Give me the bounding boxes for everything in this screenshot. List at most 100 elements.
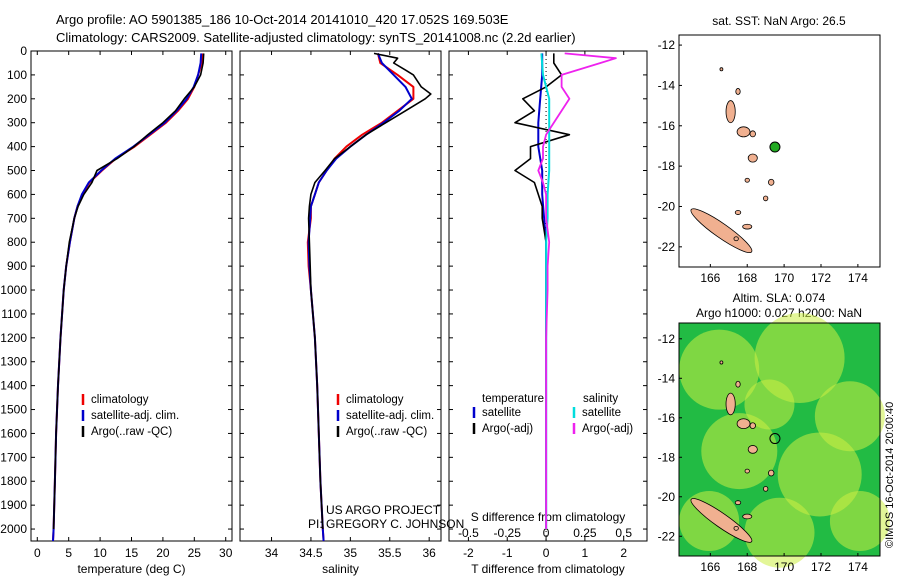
sla-map-ytick-label: -22 bbox=[658, 529, 676, 543]
temperature-xtick-label: 15 bbox=[125, 546, 139, 560]
sla-map-xtick-label: 174 bbox=[848, 560, 868, 574]
depth-tick-label: 400 bbox=[7, 140, 27, 154]
difference-xtick-label: -2 bbox=[463, 546, 474, 560]
imos-timestamp: ©IMOS 16-Oct-2014 20:00:40 bbox=[884, 402, 896, 548]
sla-map-blob bbox=[679, 329, 760, 410]
depth-tick-label: 1700 bbox=[0, 450, 27, 464]
figure-title-line-2: Climatology: CARS2009. Satellite-adjuste… bbox=[56, 30, 576, 45]
sst-map-xtick-label: 166 bbox=[700, 271, 720, 285]
sst-map-xtick-label: 170 bbox=[774, 271, 794, 285]
salinity-diff-tick-label: 0 bbox=[543, 526, 550, 540]
salinity-diff-tick-label: 0.5 bbox=[615, 526, 632, 540]
depth-tick-label: 900 bbox=[7, 259, 27, 273]
temperature-xtick-label: 30 bbox=[219, 546, 233, 560]
sst-map-panel: sat. SST: NaN Argo: 26.5 166 168 170 172 174 -… bbox=[658, 14, 881, 285]
sla-map-blob bbox=[754, 312, 845, 403]
salinity-series-line bbox=[307, 52, 432, 530]
sla-map-xtick-label: 168 bbox=[737, 560, 757, 574]
sla-map-blob bbox=[744, 497, 815, 568]
depth-tick-label: 200 bbox=[7, 92, 27, 106]
sla-map-ytick-label: -14 bbox=[658, 371, 676, 385]
depth-tick-label: 1300 bbox=[0, 355, 27, 369]
depth-tick-label: 1600 bbox=[0, 426, 27, 440]
difference-xtick-label: 0 bbox=[543, 546, 550, 560]
island-shape bbox=[690, 208, 753, 254]
island-shape bbox=[734, 210, 742, 215]
difference-legend-temperature-label: Argo(-adj) bbox=[482, 423, 533, 435]
depth-tick-label: 2000 bbox=[0, 522, 27, 536]
temperature-xtick-label: 20 bbox=[156, 546, 170, 560]
temperature-legend-label: satellite-adj. clim. bbox=[91, 410, 179, 422]
island-shape bbox=[763, 195, 769, 202]
salinity-frame bbox=[239, 50, 442, 542]
salinity-diff-tick-label: -0.25 bbox=[494, 526, 522, 540]
sla-map-ytick-label: -16 bbox=[658, 411, 676, 425]
temperature-frame bbox=[30, 50, 233, 542]
sst-map-background bbox=[679, 35, 880, 267]
sla-map-blob bbox=[701, 413, 778, 490]
temperature-panel: 0100200300400500600700800900100011001200… bbox=[0, 44, 232, 576]
island-shape bbox=[736, 418, 751, 430]
sst-map-xtick-label: 168 bbox=[737, 271, 757, 285]
salinity-xtick-label: 34 bbox=[265, 546, 279, 560]
island-shape bbox=[734, 500, 742, 506]
salinity-diff-tick-label: 0.25 bbox=[573, 526, 597, 540]
salinity-legend-label: satellite-adj. clim. bbox=[346, 410, 434, 422]
island-shape bbox=[749, 130, 756, 138]
depth-tick-label: 1200 bbox=[0, 331, 27, 345]
difference-xtick-label: 1 bbox=[582, 546, 589, 560]
difference-legend-salinity-label: satellite bbox=[582, 407, 621, 419]
difference-legend-temperature-label: satellite bbox=[482, 407, 521, 419]
sla-map-ytick-label: -12 bbox=[658, 332, 676, 346]
island-shape bbox=[690, 498, 753, 543]
sla-map-title-1: Altim. SLA: 0.074 bbox=[733, 291, 826, 305]
sst-map-ytick-label: -20 bbox=[658, 199, 676, 213]
temperature-legend-label: Argo(..raw -QC) bbox=[91, 426, 172, 438]
island-shape bbox=[735, 88, 741, 95]
sst-map-ytick-label: -12 bbox=[658, 38, 676, 52]
island-shape bbox=[747, 445, 758, 454]
sst-map-title: sat. SST: NaN Argo: 26.5 bbox=[712, 14, 846, 28]
sst-profile-location-marker bbox=[769, 141, 781, 153]
island-shape bbox=[733, 525, 739, 531]
sla-profile-location-marker bbox=[769, 433, 781, 445]
salinity-xtick-label: 35.5 bbox=[378, 546, 402, 560]
salinity-xtick-label: 35 bbox=[344, 546, 358, 560]
difference-legend-salinity-label: Argo(-adj) bbox=[582, 423, 633, 435]
island-shape bbox=[744, 468, 750, 474]
sla-map-blob bbox=[744, 379, 795, 430]
difference-legend-salinity-title: salinity bbox=[583, 393, 618, 405]
depth-tick-label: 1900 bbox=[0, 498, 27, 512]
temperature-xtick-label: 0 bbox=[34, 546, 41, 560]
island-shape bbox=[735, 380, 741, 388]
depth-tick-label: 100 bbox=[7, 68, 27, 82]
sst-map-frame bbox=[678, 34, 881, 268]
depth-tick-label: 600 bbox=[7, 187, 27, 201]
island-shape bbox=[725, 392, 736, 416]
island-shape bbox=[733, 236, 739, 242]
island-shape bbox=[768, 469, 775, 477]
island-shape bbox=[725, 100, 736, 124]
island-shape bbox=[763, 486, 769, 492]
salinity-xtick-label: 36 bbox=[422, 546, 436, 560]
island-shape bbox=[719, 360, 724, 365]
sla-map-ytick-label: -18 bbox=[658, 450, 676, 464]
difference-xtick-label: -1 bbox=[502, 546, 513, 560]
difference-xtick-label: 2 bbox=[620, 546, 627, 560]
sla-map-blob bbox=[777, 432, 862, 517]
depth-tick-label: 1100 bbox=[1, 307, 27, 321]
figure-title-line-1: Argo profile: AO 5901385_186 10-Oct-2014… bbox=[56, 12, 509, 27]
sla-map-xtick-label: 170 bbox=[774, 560, 794, 574]
sst-map-ytick-label: -18 bbox=[658, 159, 676, 173]
sst-map-ytick-label: -22 bbox=[658, 240, 676, 254]
temperature-series-line bbox=[52, 53, 205, 530]
depth-tick-label: 1800 bbox=[0, 474, 27, 488]
depth-tick-label: 1500 bbox=[0, 403, 27, 417]
sst-map-ytick-label: -16 bbox=[658, 119, 676, 133]
salinity-panel: 34 34.5 35 35.5 36 salinity climatology satelli… bbox=[239, 50, 442, 576]
depth-tick-label: 1400 bbox=[0, 379, 27, 393]
island-shape bbox=[747, 153, 758, 163]
sla-map-blob bbox=[814, 381, 885, 452]
